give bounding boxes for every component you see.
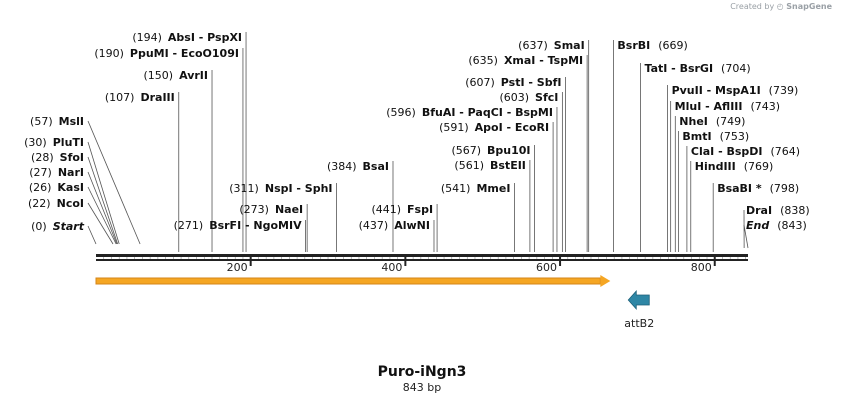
site-leader	[87, 141, 120, 245]
site-leader	[87, 156, 119, 245]
site-label[interactable]: BsaI	[363, 160, 389, 173]
site-label[interactable]: HindIII	[695, 160, 736, 173]
site-position: (603)	[499, 91, 529, 104]
site-position: (591)	[439, 121, 469, 134]
site-leader	[87, 186, 117, 245]
site-label[interactable]: Bpu10I	[487, 144, 531, 157]
site-leader	[87, 202, 114, 245]
tick-label: 200	[227, 261, 248, 274]
orf-feature-bar[interactable]	[95, 277, 601, 285]
site-position: (798)	[770, 182, 800, 195]
site-label[interactable]: PpuMI - EcoO109I	[130, 47, 239, 60]
site-position: (541)	[441, 182, 471, 195]
site-position: (437)	[359, 219, 389, 232]
site-leader	[87, 171, 118, 245]
site-label[interactable]: MmeI	[476, 182, 510, 195]
site-label[interactable]: BmtI	[682, 130, 711, 143]
site-label[interactable]: PstI - SbfI	[501, 76, 562, 89]
site-position: (22)	[28, 197, 51, 210]
tick-label: 800	[691, 261, 712, 274]
site-label[interactable]: MslI	[59, 115, 84, 128]
site-label[interactable]: NcoI	[57, 197, 84, 210]
site-position: (27)	[29, 166, 52, 179]
orf-feature-arrowhead[interactable]	[600, 275, 611, 287]
site-position: (843)	[777, 219, 807, 232]
backbone-bottom-strand	[96, 259, 748, 261]
site-position: (567)	[451, 144, 481, 157]
site-label[interactable]: MluI - AflIII	[675, 100, 743, 113]
snapgene-credit: Created by ◴ SnapGene	[730, 2, 832, 11]
site-label[interactable]: BsaBI *	[717, 182, 762, 195]
site-label[interactable]: ApoI - EcoRI	[475, 121, 549, 134]
site-label[interactable]: End	[746, 219, 769, 232]
site-position: (607)	[465, 76, 495, 89]
site-position: (753)	[720, 130, 750, 143]
site-label[interactable]: FspI	[407, 203, 433, 216]
credit-prefix: Created by	[730, 2, 775, 11]
site-position: (637)	[518, 39, 548, 52]
site-position: (273)	[239, 203, 269, 216]
site-label[interactable]: BfuAI - PaqCI - BspMI	[422, 106, 553, 119]
site-position: (384)	[327, 160, 357, 173]
site-label[interactable]: SfoI	[60, 151, 84, 164]
site-position: (271)	[174, 219, 204, 232]
site-position: (743)	[750, 100, 780, 113]
site-label[interactable]: SfcI	[535, 91, 558, 104]
credit-brand: SnapGene	[786, 2, 832, 11]
site-position: (107)	[105, 91, 135, 104]
site-label[interactable]: NaeI	[275, 203, 303, 216]
site-label[interactable]: XmaI - TspMI	[504, 54, 583, 67]
site-label[interactable]: DraI	[746, 204, 772, 217]
site-label[interactable]: AbsI - PspXI	[168, 31, 242, 44]
site-position: (150)	[144, 69, 174, 82]
site-label[interactable]: Start	[53, 220, 85, 233]
site-position: (441)	[371, 203, 401, 216]
site-label[interactable]: AvrII	[179, 69, 208, 82]
site-label[interactable]: KasI	[57, 181, 84, 194]
backbone-top-strand	[96, 254, 748, 257]
site-label[interactable]: TatI - BsrGI	[644, 62, 713, 75]
site-label[interactable]: SmaI	[554, 39, 585, 52]
site-position: (764)	[771, 145, 801, 158]
site-position: (561)	[454, 159, 484, 172]
site-leader	[87, 120, 141, 245]
site-label[interactable]: NspI - SphI	[265, 182, 333, 195]
site-label[interactable]: DraIII	[140, 91, 174, 104]
site-label[interactable]: PvuII - MspA1I	[672, 84, 761, 97]
site-position: (26)	[29, 181, 52, 194]
site-position: (194)	[132, 31, 162, 44]
site-label[interactable]: BsrBI	[617, 39, 650, 52]
site-position: (739)	[769, 84, 799, 97]
site-label[interactable]: BsrFI - NgoMIV	[209, 219, 302, 232]
plasmid-length: 843 bp	[402, 381, 442, 394]
site-leader	[87, 225, 97, 245]
site-position: (57)	[30, 115, 53, 128]
attb2-feature-arrow[interactable]	[627, 289, 650, 311]
site-position: (749)	[716, 115, 746, 128]
tick-label: 600	[536, 261, 557, 274]
site-leader	[743, 224, 749, 249]
site-position: (0)	[31, 220, 47, 233]
attb2-label: attB2	[624, 317, 654, 330]
site-position: (769)	[744, 160, 774, 173]
site-label[interactable]: BstEII	[490, 159, 526, 172]
site-position: (838)	[780, 204, 810, 217]
site-position: (190)	[94, 47, 124, 60]
site-label[interactable]: NarI	[58, 166, 84, 179]
site-position: (635)	[468, 54, 498, 67]
site-label[interactable]: NheI	[679, 115, 708, 128]
plasmid-name: Puro-iNgn3	[377, 364, 467, 380]
site-position: (669)	[658, 39, 688, 52]
site-position: (596)	[386, 106, 416, 119]
site-position: (28)	[31, 151, 54, 164]
site-position: (30)	[24, 136, 47, 149]
site-position: (704)	[721, 62, 751, 75]
site-label[interactable]: AlwNI	[394, 219, 430, 232]
snapgene-logo-icon: ◴	[776, 2, 784, 11]
site-position: (311)	[229, 182, 259, 195]
tick-label: 400	[381, 261, 402, 274]
site-label[interactable]: PluTI	[53, 136, 84, 149]
site-label[interactable]: ClaI - BspDI	[691, 145, 763, 158]
